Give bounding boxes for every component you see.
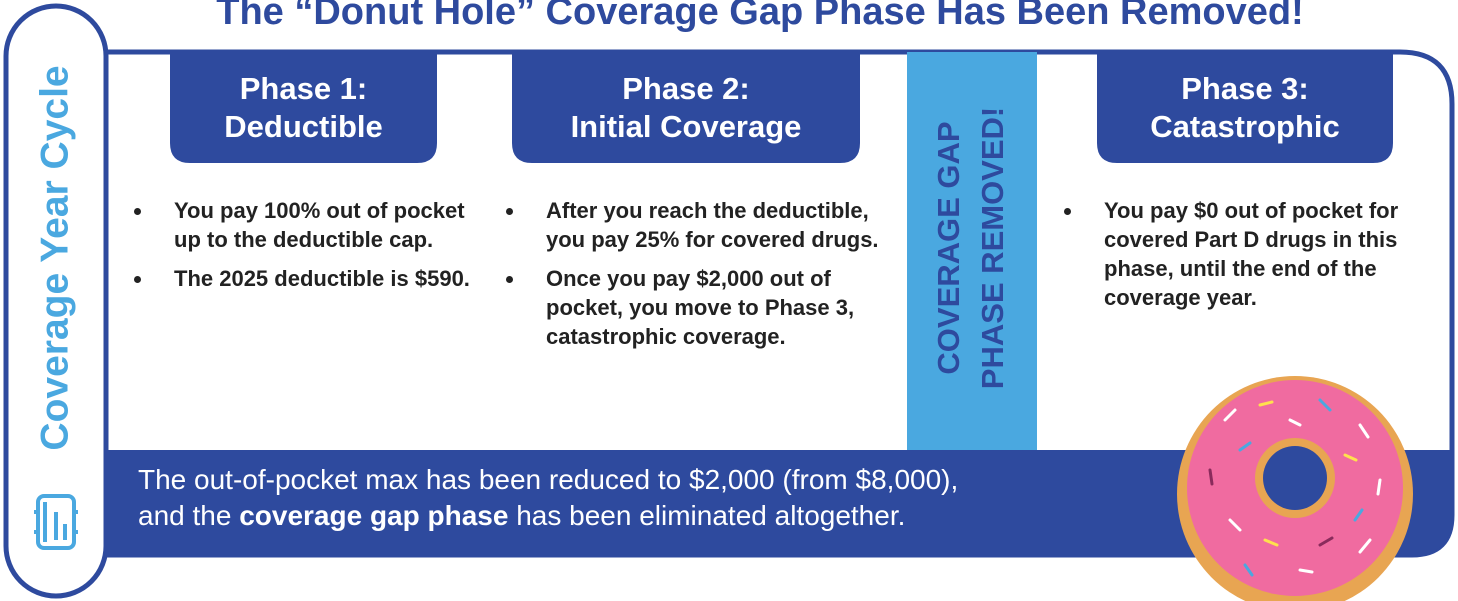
- footer-part: has been eliminated altogether.: [508, 500, 905, 531]
- gap-label: PHASE REMOVED!: [975, 107, 1010, 389]
- heading-line: Catastrophic: [1097, 108, 1393, 146]
- footer-bold: coverage gap phase: [239, 500, 508, 531]
- heading-line: Phase 3:: [1097, 70, 1393, 108]
- footer-part: and the: [138, 500, 239, 531]
- heading-line: Phase 1:: [170, 70, 437, 108]
- bullet: After you reach the deductible, you pay …: [526, 196, 886, 254]
- bullet-list: You pay 100% out of pocket up to the ded…: [130, 196, 474, 303]
- heading-line: Initial Coverage: [512, 108, 860, 146]
- phase-heading: Phase 1:Deductible: [170, 70, 437, 146]
- bullet: The 2025 deductible is $590.: [154, 264, 474, 293]
- bullet: You pay 100% out of pocket up to the ded…: [154, 196, 474, 254]
- phase-heading: Phase 3:Catastrophic: [1097, 70, 1393, 146]
- gap-label: COVERAGE GAP: [931, 121, 966, 374]
- page: The “Donut Hole” Coverage Gap Phase Has …: [0, 0, 1458, 601]
- heading-line: Phase 2:: [512, 70, 860, 108]
- bullet-list: After you reach the deductible, you pay …: [502, 196, 886, 361]
- gap-column: [907, 52, 1037, 450]
- heading-line: Deductible: [170, 108, 437, 146]
- title: The “Donut Hole” Coverage Gap Phase Has …: [216, 0, 1304, 33]
- footer-line: The out-of-pocket max has been reduced t…: [138, 462, 1178, 498]
- side-label: Coverage Year Cycle: [33, 65, 76, 450]
- footer-line: and the coverage gap phase has been elim…: [138, 498, 1178, 534]
- bullet-list: You pay $0 out of pocket for covered Par…: [1060, 196, 1419, 322]
- donut: [1177, 376, 1413, 601]
- footer-text: The out-of-pocket max has been reduced t…: [138, 462, 1178, 534]
- bullet: You pay $0 out of pocket for covered Par…: [1084, 196, 1419, 312]
- bullet: Once you pay $2,000 out of pocket, you m…: [526, 264, 886, 351]
- phase-heading: Phase 2:Initial Coverage: [512, 70, 860, 146]
